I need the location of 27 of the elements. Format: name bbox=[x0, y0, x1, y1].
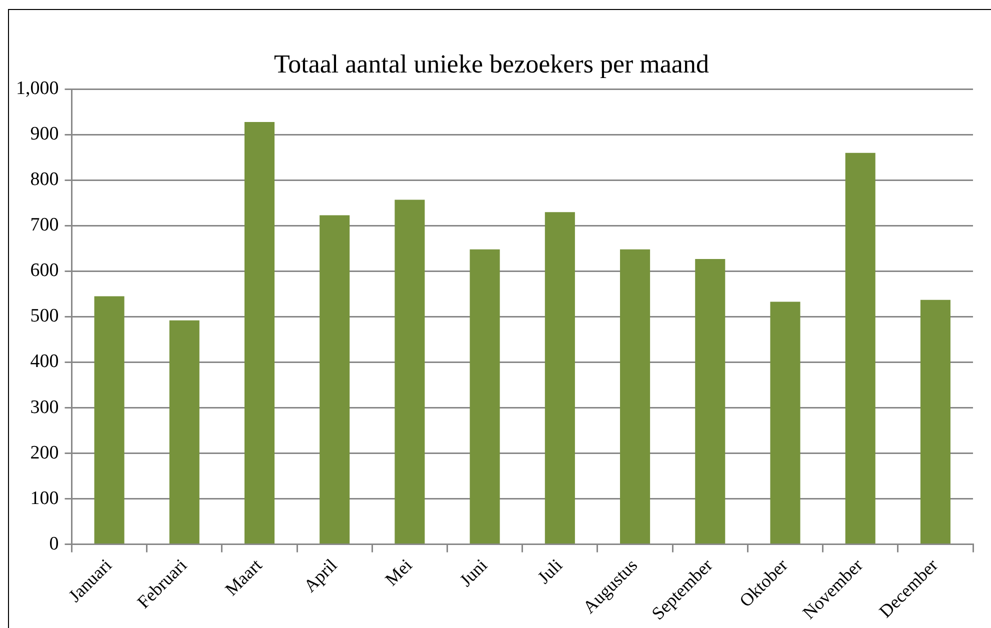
bar bbox=[544, 212, 575, 544]
bar bbox=[770, 302, 800, 544]
y-tick-label: 900 bbox=[30, 124, 59, 145]
y-tick-label: 600 bbox=[30, 260, 59, 282]
y-tick-label: 100 bbox=[30, 488, 59, 509]
bar bbox=[920, 300, 950, 544]
chart-title: Totaal aantal unieke bezoekers per maand bbox=[274, 49, 709, 78]
bar bbox=[94, 296, 124, 544]
x-tick-label: Juli bbox=[534, 554, 566, 588]
y-tick-label: 0 bbox=[49, 533, 59, 554]
bar bbox=[620, 249, 650, 544]
y-tick-label: 500 bbox=[30, 306, 59, 327]
bar bbox=[320, 215, 350, 544]
y-tick-label: 800 bbox=[30, 169, 59, 190]
y-tick-label: 200 bbox=[30, 442, 59, 464]
bar bbox=[695, 258, 726, 544]
bar bbox=[470, 249, 500, 544]
bar bbox=[394, 200, 425, 544]
x-tick-label: Mei bbox=[381, 554, 416, 590]
y-tick-label: 300 bbox=[30, 396, 59, 418]
y-tick-label: 400 bbox=[30, 351, 59, 372]
y-tick-label: 1,000 bbox=[16, 78, 59, 100]
bar bbox=[845, 152, 876, 544]
y-tick-label: 700 bbox=[30, 214, 59, 236]
x-tick-label: Juni bbox=[456, 554, 491, 590]
bar bbox=[169, 320, 200, 544]
bar bbox=[244, 122, 275, 544]
